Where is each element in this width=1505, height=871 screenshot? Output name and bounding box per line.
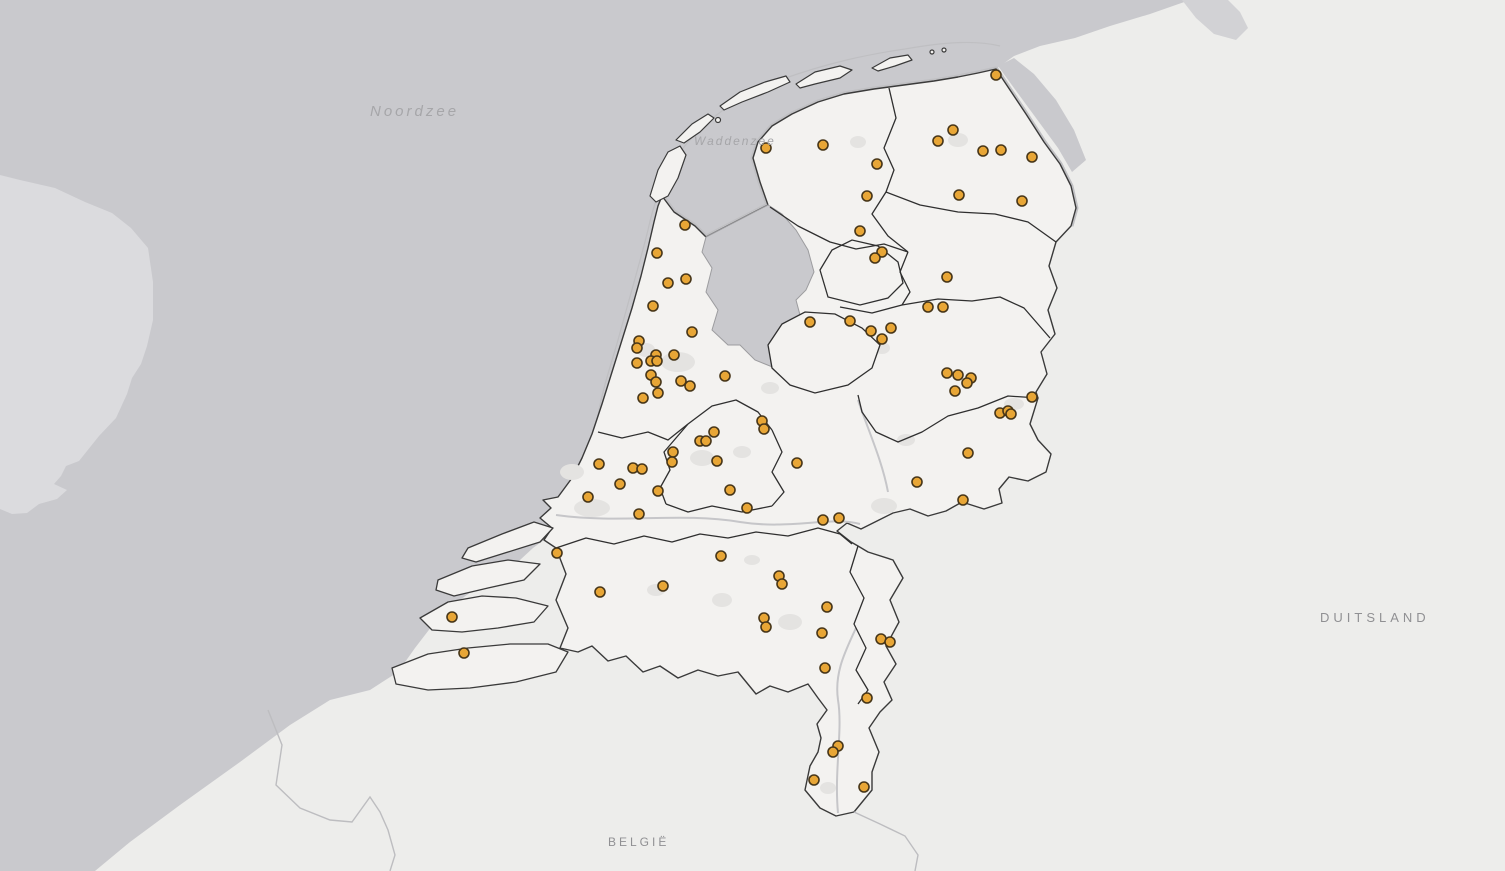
map-marker[interactable]	[869, 252, 881, 264]
map-marker[interactable]	[911, 476, 923, 488]
map-marker[interactable]	[700, 435, 712, 447]
map-marker[interactable]	[884, 636, 896, 648]
map-marker[interactable]	[724, 484, 736, 496]
map-marker[interactable]	[637, 392, 649, 404]
map-marker[interactable]	[741, 502, 753, 514]
map-marker[interactable]	[458, 647, 470, 659]
map-marker[interactable]	[817, 514, 829, 526]
tidal-flats	[1182, 0, 1248, 40]
map-marker[interactable]	[876, 333, 888, 345]
map-marker[interactable]	[760, 142, 772, 154]
map-marker[interactable]	[668, 349, 680, 361]
map-marker[interactable]	[651, 355, 663, 367]
map-marker[interactable]	[949, 385, 961, 397]
map-marker[interactable]	[684, 380, 696, 392]
map-marker[interactable]	[679, 219, 691, 231]
map-marker[interactable]	[631, 342, 643, 354]
netherlands-mainland[interactable]	[539, 68, 1077, 817]
map-marker[interactable]	[844, 315, 856, 327]
map-marker[interactable]	[594, 586, 606, 598]
map-marker[interactable]	[808, 774, 820, 786]
zeeland-islands	[391, 521, 569, 691]
map-marker[interactable]	[861, 692, 873, 704]
map-marker[interactable]	[651, 247, 663, 259]
map-marker[interactable]	[711, 455, 723, 467]
marker-layer	[446, 69, 1038, 793]
map-marker[interactable]	[819, 662, 831, 674]
map-marker[interactable]	[977, 145, 989, 157]
map-marker[interactable]	[858, 781, 870, 793]
map-marker[interactable]	[662, 277, 674, 289]
map-marker[interactable]	[817, 139, 829, 151]
map-marker[interactable]	[871, 158, 883, 170]
map-marker[interactable]	[885, 322, 897, 334]
wadden-sea-label: Waddenzee	[694, 134, 776, 148]
map-marker[interactable]	[821, 601, 833, 613]
map-marker[interactable]	[593, 458, 605, 470]
map-marker[interactable]	[657, 580, 669, 592]
map-marker[interactable]	[854, 225, 866, 237]
germany-label: DUITSLAND	[1320, 610, 1430, 625]
map-marker[interactable]	[760, 621, 772, 633]
map-marker[interactable]	[937, 301, 949, 313]
map-marker[interactable]	[947, 124, 959, 136]
map-marker[interactable]	[816, 627, 828, 639]
ems-estuary-water	[998, 58, 1086, 172]
map-marker[interactable]	[961, 377, 973, 389]
map-marker[interactable]	[1026, 391, 1038, 403]
map-marker[interactable]	[941, 271, 953, 283]
map-marker[interactable]	[652, 387, 664, 399]
map-marker[interactable]	[582, 491, 594, 503]
map-marker[interactable]	[995, 144, 1007, 156]
map-marker[interactable]	[446, 611, 458, 623]
map-marker[interactable]	[758, 423, 770, 435]
map-marker[interactable]	[952, 369, 964, 381]
map-marker[interactable]	[861, 190, 873, 202]
map-marker[interactable]	[647, 300, 659, 312]
map-marker[interactable]	[865, 325, 877, 337]
england-landmass	[0, 175, 153, 514]
map-marker[interactable]	[953, 189, 965, 201]
map-marker[interactable]	[686, 326, 698, 338]
map-marker[interactable]	[650, 376, 662, 388]
map-marker[interactable]	[667, 446, 679, 458]
map-marker[interactable]	[941, 367, 953, 379]
map-marker[interactable]	[922, 301, 934, 313]
map-marker[interactable]	[791, 457, 803, 469]
map-marker[interactable]	[614, 478, 626, 490]
map-marker[interactable]	[631, 357, 643, 369]
map-marker[interactable]	[827, 746, 839, 758]
map-marker[interactable]	[1005, 408, 1017, 420]
flevopolder	[767, 311, 881, 394]
map-marker[interactable]	[551, 547, 563, 559]
sea-label: Noordzee	[370, 103, 460, 120]
belgium-label: BELGIË	[608, 835, 670, 849]
map-marker[interactable]	[776, 578, 788, 590]
map-marker[interactable]	[804, 316, 816, 328]
map-marker[interactable]	[666, 456, 678, 468]
map-marker[interactable]	[833, 512, 845, 524]
map-marker[interactable]	[719, 370, 731, 382]
map-marker[interactable]	[675, 375, 687, 387]
map-marker[interactable]	[990, 69, 1002, 81]
map-marker[interactable]	[636, 463, 648, 475]
map-marker[interactable]	[680, 273, 692, 285]
wadden-islands	[649, 47, 947, 203]
map-marker[interactable]	[633, 508, 645, 520]
map-marker[interactable]	[1026, 151, 1038, 163]
map-marker[interactable]	[962, 447, 974, 459]
map-marker[interactable]	[957, 494, 969, 506]
map-marker[interactable]	[708, 426, 720, 438]
foreign-borders	[267, 709, 919, 871]
map-marker[interactable]	[652, 485, 664, 497]
map-marker[interactable]	[715, 550, 727, 562]
map-marker[interactable]	[1016, 195, 1028, 207]
map-marker[interactable]	[932, 135, 944, 147]
